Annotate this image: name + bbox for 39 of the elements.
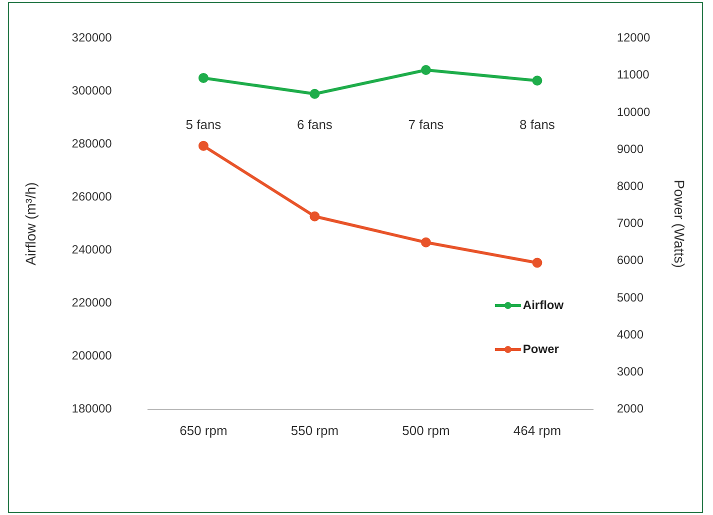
point	[310, 88, 320, 99]
x-tick-label: 550 rpm	[290, 422, 339, 438]
y-tick-label: 320000	[72, 30, 112, 45]
x-tick-label: 464 rpm	[513, 422, 562, 438]
y2-tick-label: 8000	[616, 178, 644, 193]
annotation: 6 fans	[297, 117, 333, 132]
point	[198, 140, 208, 151]
legend-label: Airflow	[522, 298, 564, 312]
y2-tick-label: 12000	[616, 30, 651, 45]
y2-tick-label: 11000	[616, 68, 650, 82]
y-tick-label: 240000	[72, 242, 112, 257]
annotation: 7 fans	[408, 117, 444, 132]
y2-tick-label: 5000	[616, 290, 644, 304]
y-tick-label: 300000	[72, 84, 112, 98]
point	[420, 237, 431, 248]
y-tick-label: 260000	[72, 190, 112, 204]
point	[310, 211, 320, 222]
y2-tick-label: 3000	[616, 364, 644, 379]
y-axis-title: Airflow (m³/h)	[22, 182, 38, 266]
y2-tick-label: 4000	[616, 327, 644, 342]
y-tick-label: 200000	[72, 348, 112, 363]
point	[198, 72, 208, 83]
y2-tick-label: 10000	[616, 104, 651, 119]
y-tick-label: 280000	[72, 136, 112, 151]
x-tick-label: 650 rpm	[180, 422, 228, 438]
annotation: 8 fans	[519, 117, 556, 132]
point	[532, 76, 542, 86]
y2-tick-label: 7000	[616, 216, 644, 230]
y2-tick-label: 6000	[616, 253, 644, 268]
y-tick-label: 180000	[72, 402, 112, 416]
point	[420, 65, 431, 76]
legend-label: Power	[522, 342, 560, 356]
x-tick-label: 500 rpm	[402, 422, 450, 438]
y2-tick-label: 9000	[616, 142, 644, 156]
annotation: 5 fans	[186, 117, 222, 132]
y2-axis-title: Power (Watts)	[672, 180, 688, 268]
point	[532, 258, 542, 268]
y-tick-label: 220000	[72, 296, 112, 310]
y2-tick-label: 2000	[616, 402, 644, 416]
